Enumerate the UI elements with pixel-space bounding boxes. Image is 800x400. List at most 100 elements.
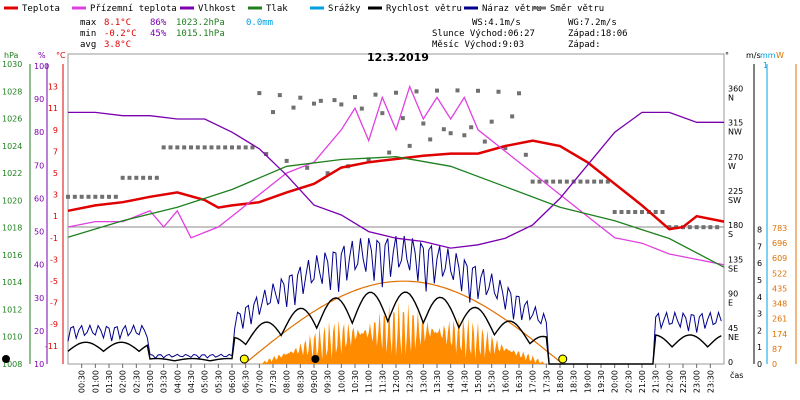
hpa-tick-label: 1012 [2, 305, 22, 314]
x-tick-label: 16:30 [515, 370, 524, 393]
x-tick-label: 22:00 [665, 370, 674, 393]
series-line-vlhkost [68, 111, 724, 249]
ms-tick-label: 3 [757, 310, 762, 319]
stat-sunrise: Slunce Východ:06:27 [432, 29, 535, 39]
hpa-tick-label: 1030 [2, 60, 22, 69]
wind-dir-marker [633, 210, 638, 214]
stat-pressure: 1015.1hPa [176, 29, 225, 39]
wind-dir-marker [236, 145, 241, 150]
stat-humidity: 45% [150, 29, 167, 39]
legend-label: Srážky [328, 4, 361, 14]
w-tick-label: 0 [772, 360, 777, 369]
wind-dir-marker [100, 194, 105, 199]
dir-axis-unit: ° [725, 51, 729, 60]
pct-tick-label: 20 [34, 327, 44, 336]
x-tick-label: 07:00 [255, 370, 264, 393]
temp-tick-label: 9 [53, 126, 58, 135]
wind-dir-marker [325, 171, 330, 176]
wind-dir-marker [715, 225, 720, 230]
pct-tick-label: 60 [34, 194, 44, 203]
hpa-tick-label: 1014 [2, 278, 22, 287]
hpa-tick-label: 1022 [2, 169, 22, 178]
stat-moonset: Západ: [568, 40, 601, 50]
wind-dir-marker [168, 145, 173, 150]
temp-tick-label: -11 [45, 342, 58, 351]
x-tick-label: 10:00 [337, 370, 346, 393]
wind-dir-marker [305, 165, 310, 170]
dir-tick-label: SW [728, 196, 741, 205]
pct-tick-label: 90 [34, 95, 44, 104]
wind-dir-marker [72, 194, 77, 199]
x-tick-label: 22:30 [679, 370, 688, 393]
temp-tick-label: -1 [50, 234, 58, 243]
wind-dir-marker [687, 225, 692, 230]
mm-axis-unit: mm [760, 51, 776, 60]
x-tick-label: 18:30 [570, 370, 579, 393]
ms-tick-label: 1 [757, 343, 762, 352]
dir-tick-label: S [728, 230, 733, 239]
series-line-tlak [67, 156, 725, 268]
wind-dir-marker [619, 210, 624, 214]
x-tick-label: 02:30 [132, 370, 141, 393]
dir-tick-label: W [728, 162, 736, 171]
w-tick-label: 435 [772, 284, 787, 293]
pct-tick-label: 40 [34, 261, 44, 270]
wind-dir-marker [230, 145, 234, 150]
wind-dir-marker [298, 95, 303, 100]
dir-tick-label: 45 [728, 324, 738, 333]
wind-dir-marker [318, 98, 323, 103]
wind-dir-marker [523, 152, 528, 157]
series-line-přízemní-teplota [67, 84, 725, 266]
wind-dir-marker [93, 194, 98, 199]
ms-tick-label: 0 [757, 360, 762, 369]
temp-tick-label: 13 [48, 83, 58, 92]
plot-frame [67, 53, 725, 365]
w-tick-label: 174 [772, 330, 787, 339]
legend-label: Rychlost větru [386, 4, 462, 14]
w-tick-label: 522 [772, 269, 787, 278]
x-tick-label: 19:30 [597, 370, 606, 393]
x-tick-label: 11:00 [365, 370, 374, 393]
x-tick-label: 05:00 [201, 370, 210, 393]
stat-row-label: avg [80, 40, 96, 50]
wind-dir-marker [202, 145, 207, 150]
wind-dir-marker [551, 179, 556, 184]
stat-temp: -0.2°C [104, 29, 137, 39]
x-tick-label: 16:00 [501, 370, 510, 393]
wind-dir-marker [660, 210, 665, 214]
hpa-tick-label: 1028 [2, 87, 22, 96]
wind-dir-marker [189, 145, 193, 150]
wind-dir-marker [161, 145, 166, 150]
wind-dir-marker [599, 179, 603, 184]
mm-tick-label: 1 [763, 61, 768, 70]
dir-tick-label: 315 [728, 119, 743, 128]
wind-dir-marker [503, 146, 508, 151]
x-tick-label: 00:30 [78, 370, 87, 393]
x-tick-label: 07:30 [269, 370, 278, 393]
dir-tick-label: 90 [728, 290, 738, 299]
wind-dir-marker [489, 119, 494, 124]
wind-dir-marker [544, 179, 549, 184]
hpa-tick-label: 1026 [2, 115, 22, 124]
wind-dir-marker [578, 179, 583, 184]
wind-dir-marker [640, 210, 644, 214]
wind-dir-marker [605, 179, 610, 184]
x-axis-label: čas [730, 370, 743, 380]
wind-dir-marker [469, 125, 474, 130]
dir-tick-label: N [728, 93, 734, 102]
wind-dir-marker [154, 175, 159, 180]
wind-dir-marker [407, 143, 412, 148]
wind-dir-marker [400, 116, 405, 121]
wind-dir-marker [482, 139, 487, 144]
wind-dir-marker [537, 179, 542, 184]
stat-temp: 3.8°C [104, 40, 131, 50]
wind-dir-marker [530, 179, 535, 184]
x-tick-label: 14:00 [447, 370, 456, 393]
wind-dir-marker [284, 158, 289, 163]
temp-tick-label: 11 [48, 104, 58, 113]
wind-dir-marker [339, 102, 344, 107]
wind-dir-marker [441, 127, 446, 132]
x-tick-label: 12:00 [392, 370, 401, 393]
